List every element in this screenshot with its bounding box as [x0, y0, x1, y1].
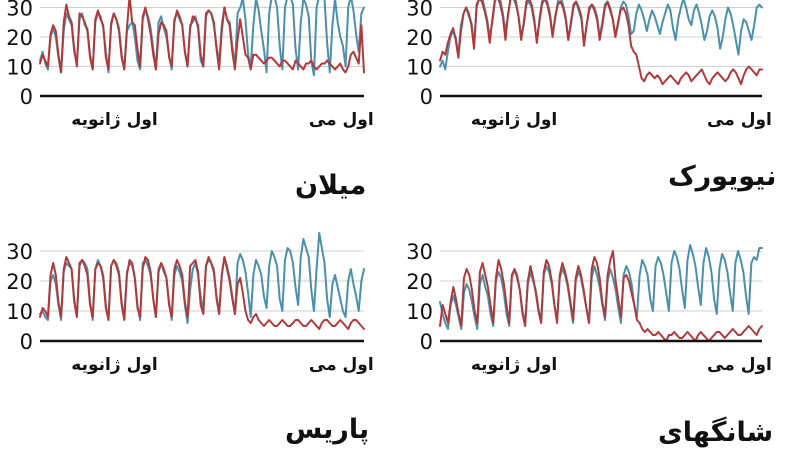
chart-panel-milan: 0 10 20 30 اول ژانویه اول می میلان [0, 0, 380, 229]
city-title-shanghai: شانگهای [658, 417, 774, 448]
chart-svg-new-york: 0 10 20 30 اول ژانویه اول می [406, 0, 772, 130]
chart-svg-milan: 0 10 20 30 اول ژانویه اول می [6, 0, 374, 130]
chart-svg-shanghai: 0 10 20 30 اول ژانویه اول می [406, 240, 772, 375]
y-tick-label-new-york-30: 30 [406, 0, 433, 21]
y-tick-label-paris-0: 0 [20, 330, 33, 354]
city-title-new-york: نیویورک [668, 161, 777, 192]
y-tick-label-shanghai-30: 30 [406, 240, 433, 264]
series-line-paris-red [39, 256, 365, 330]
city-title-milan: میلان [295, 170, 367, 201]
y-tick-label-shanghai-20: 20 [406, 270, 433, 294]
y-tick-label-milan-20: 20 [6, 26, 33, 50]
city-title-paris: پاریس [285, 414, 370, 445]
y-tick-label-shanghai-10: 10 [406, 300, 433, 324]
y-tick-label-milan-30: 30 [6, 0, 33, 21]
y-tick-label-milan-10: 10 [6, 56, 33, 80]
chart-panel-shanghai: 0 10 20 30 اول ژانویه اول می شانگهای [400, 229, 780, 458]
y-tick-label-new-york-0: 0 [420, 85, 433, 109]
y-tick-label-shanghai-0: 0 [420, 330, 433, 354]
chart-svg-paris: 0 10 20 30 اول ژانویه اول می [6, 232, 374, 375]
y-tick-label-new-york-10: 10 [406, 56, 433, 80]
y-tick-label-milan-0: 0 [20, 85, 33, 109]
x-tick-label-new-york-0: اول ژانویه [471, 110, 557, 130]
series-line-new-york-red [439, 0, 763, 86]
y-tick-label-paris-30: 30 [6, 240, 33, 264]
chart-panel-new-york: 0 10 20 30 اول ژانویه اول می نیویورک [400, 0, 780, 229]
x-tick-label-shanghai-0: اول ژانویه [471, 355, 557, 375]
y-tick-label-paris-10: 10 [6, 300, 33, 324]
x-tick-label-milan-1: اول می [309, 110, 374, 130]
series-line-milan-red [39, 0, 365, 74]
x-tick-label-milan-0: اول ژانویه [71, 110, 157, 130]
x-tick-label-paris-0: اول ژانویه [71, 355, 157, 375]
y-tick-label-new-york-20: 20 [406, 26, 433, 50]
x-tick-label-paris-1: اول می [309, 355, 374, 375]
x-tick-label-new-york-1: اول می [707, 110, 772, 130]
x-tick-label-shanghai-1: اول می [707, 355, 772, 375]
chart-panel-paris: 0 10 20 30 اول ژانویه اول می پاریس [0, 229, 380, 458]
y-tick-label-paris-20: 20 [6, 270, 33, 294]
